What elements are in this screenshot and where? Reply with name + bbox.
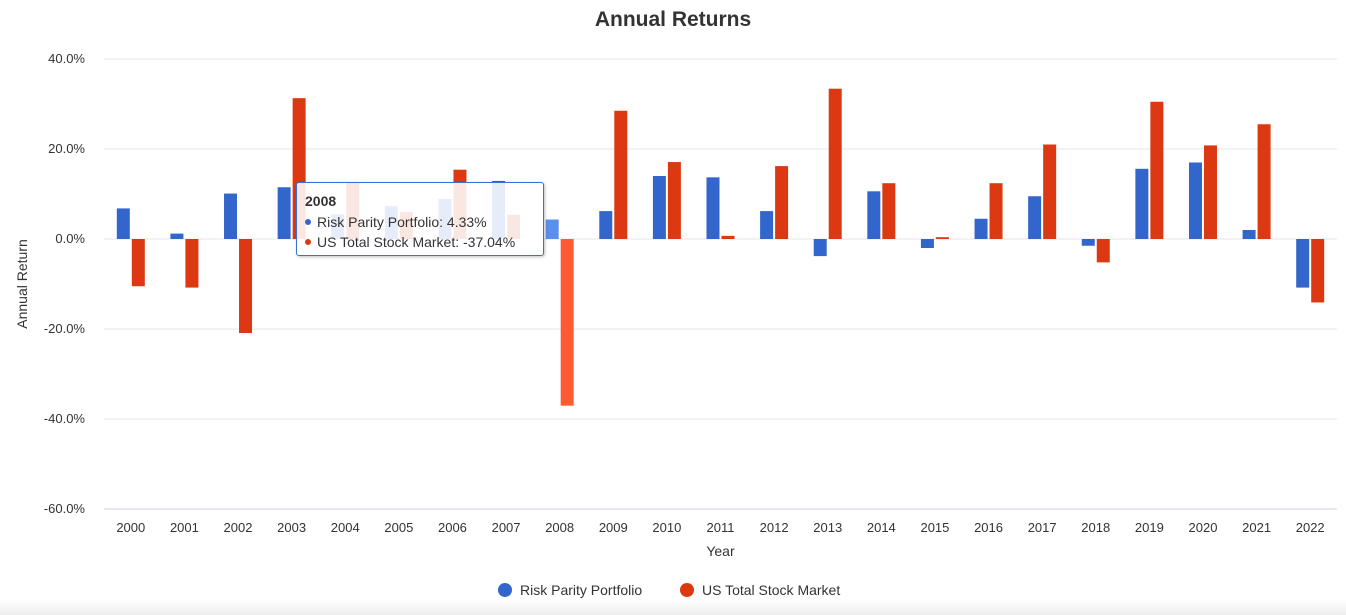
x-tick-label: 2020 xyxy=(1189,520,1218,535)
x-tick-label: 2017 xyxy=(1028,520,1057,535)
bar-us-total-stock-market-2009[interactable] xyxy=(614,110,628,239)
x-tick-label: 2014 xyxy=(867,520,896,535)
bar-risk-parity-portfolio-2010[interactable] xyxy=(652,176,666,239)
x-tick-label: 2005 xyxy=(384,520,413,535)
tooltip-row-risk-parity: Risk Parity Portfolio: 4.33% xyxy=(305,212,535,232)
bar-us-total-stock-market-2020[interactable] xyxy=(1203,145,1217,239)
legend-marker-risk-parity-portfolio[interactable] xyxy=(498,583,512,597)
x-tick-label: 2010 xyxy=(652,520,681,535)
bar-us-total-stock-market-2002[interactable] xyxy=(239,239,253,334)
bar-risk-parity-portfolio-2012[interactable] xyxy=(760,211,774,239)
y-tick-label: -60.0% xyxy=(44,501,86,516)
x-tick-label: 2013 xyxy=(813,520,842,535)
x-tick-label: 2012 xyxy=(760,520,789,535)
bar-risk-parity-portfolio-2009[interactable] xyxy=(599,211,613,239)
x-tick-label: 2003 xyxy=(277,520,306,535)
y-tick-label: 40.0% xyxy=(48,51,85,66)
bar-risk-parity-portfolio-2000[interactable] xyxy=(116,208,130,239)
bar-us-total-stock-market-2010[interactable] xyxy=(667,162,681,239)
y-tick-label: 20.0% xyxy=(48,141,85,156)
bar-risk-parity-portfolio-2016[interactable] xyxy=(974,218,988,239)
bar-us-total-stock-market-2017[interactable] xyxy=(1043,144,1057,240)
bar-us-total-stock-market-2008[interactable] xyxy=(560,239,574,406)
x-tick-label: 2021 xyxy=(1242,520,1271,535)
tooltip-title: 2008 xyxy=(305,193,337,209)
bottom-fade xyxy=(0,600,1346,615)
x-tick-label: 2016 xyxy=(974,520,1003,535)
legend-label-risk-parity-portfolio[interactable]: Risk Parity Portfolio xyxy=(520,582,642,598)
bar-us-total-stock-market-2019[interactable] xyxy=(1150,101,1164,239)
bar-us-total-stock-market-2011[interactable] xyxy=(721,235,735,239)
tooltip-row-us-total-stock: US Total Stock Market: -37.04% xyxy=(305,232,535,252)
y-tick-label: 0.0% xyxy=(55,231,85,246)
chart-tooltip: 2008 Risk Parity Portfolio: 4.33% US Tot… xyxy=(296,182,544,256)
bar-us-total-stock-market-2013[interactable] xyxy=(828,88,842,239)
bar-risk-parity-portfolio-2014[interactable] xyxy=(867,191,881,239)
bar-us-total-stock-market-2014[interactable] xyxy=(882,183,896,239)
x-tick-label: 2009 xyxy=(599,520,628,535)
x-tick-label: 2002 xyxy=(224,520,253,535)
x-tick-label: 2000 xyxy=(116,520,145,535)
tooltip-text-us-total-stock: US Total Stock Market: -37.04% xyxy=(317,234,516,250)
x-tick-label: 2007 xyxy=(492,520,521,535)
x-tick-label: 2001 xyxy=(170,520,199,535)
x-tick-label: 2004 xyxy=(331,520,360,535)
x-tick-label: 2008 xyxy=(545,520,574,535)
bar-risk-parity-portfolio-2017[interactable] xyxy=(1028,196,1042,239)
x-axis-title: Year xyxy=(706,543,735,559)
x-tick-label: 2019 xyxy=(1135,520,1164,535)
x-tick-label: 2015 xyxy=(920,520,949,535)
y-tick-label: -20.0% xyxy=(44,321,86,336)
bar-risk-parity-portfolio-2015[interactable] xyxy=(920,239,934,248)
bar-us-total-stock-market-2012[interactable] xyxy=(775,166,789,239)
legend-marker-us-total-stock-market[interactable] xyxy=(680,583,694,597)
tooltip-dot-us-total-stock xyxy=(305,239,311,246)
bar-risk-parity-portfolio-2011[interactable] xyxy=(706,177,720,239)
bar-risk-parity-portfolio-2008[interactable] xyxy=(545,219,559,239)
y-tick-label: -40.0% xyxy=(44,411,86,426)
bar-risk-parity-portfolio-2019[interactable] xyxy=(1135,168,1149,239)
bar-us-total-stock-market-2022[interactable] xyxy=(1311,239,1325,303)
bar-risk-parity-portfolio-2013[interactable] xyxy=(813,239,827,257)
bar-us-total-stock-market-2001[interactable] xyxy=(185,239,199,288)
legend-label-us-total-stock-market[interactable]: US Total Stock Market xyxy=(702,582,840,598)
bar-us-total-stock-market-2000[interactable] xyxy=(131,239,145,287)
bar-risk-parity-portfolio-2003[interactable] xyxy=(277,187,291,239)
x-tick-label: 2011 xyxy=(707,520,735,535)
bar-risk-parity-portfolio-2018[interactable] xyxy=(1081,239,1095,246)
bar-us-total-stock-market-2015[interactable] xyxy=(935,237,949,239)
chart-title: Annual Returns xyxy=(594,8,752,31)
tooltip-text-risk-parity: Risk Parity Portfolio: 4.33% xyxy=(317,214,487,230)
bar-us-total-stock-market-2018[interactable] xyxy=(1096,239,1110,263)
bar-risk-parity-portfolio-2022[interactable] xyxy=(1296,239,1310,288)
bar-risk-parity-portfolio-2020[interactable] xyxy=(1188,162,1202,240)
bar-us-total-stock-market-2021[interactable] xyxy=(1257,124,1271,239)
x-tick-label: 2006 xyxy=(438,520,467,535)
bar-risk-parity-portfolio-2002[interactable] xyxy=(224,193,238,239)
tooltip-dot-risk-parity xyxy=(305,219,311,226)
y-axis-title: Annual Return xyxy=(14,239,30,329)
bar-us-total-stock-market-2016[interactable] xyxy=(989,183,1003,239)
bar-risk-parity-portfolio-2001[interactable] xyxy=(170,233,184,239)
x-tick-label: 2022 xyxy=(1296,520,1325,535)
bar-risk-parity-portfolio-2021[interactable] xyxy=(1242,230,1256,239)
x-tick-label: 2018 xyxy=(1081,520,1110,535)
